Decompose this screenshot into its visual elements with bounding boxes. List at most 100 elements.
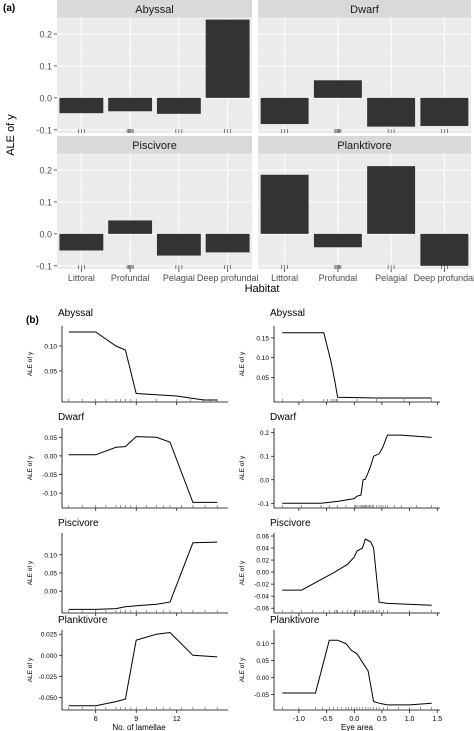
ale-eye-area-planktivore: Planktivore 0.10 0.05 0.00 -0.05 ALE of y -1.0… [239,615,442,731]
y-axis-label: ALE of y [27,351,34,376]
y-axis-label: ALE of y [27,657,34,682]
x-tick-label: 1.0 [405,716,415,723]
facet-piscivore: Piscivore -0.1 0.0 0.1 0.2 Littoral Profundal P… [36,136,258,283]
facet-strip [258,136,471,154]
facet-title: Abyssal [135,4,174,16]
facet-abyssal: Abyssal -0.1 0.0 0.1 0.2 [36,0,252,135]
x-tick-label: Pelagial [163,273,195,283]
y-tick-label: -0.05 [42,472,57,479]
ale-line [282,538,432,606]
ale-no-of-lamellae-piscivore: Piscivore 0.10 0.05 0.00 ALE of y [27,518,228,616]
y-tick-label: 0.1 [39,61,52,71]
facet-strip [57,0,252,18]
y-tick-label: 0.025 [41,632,58,639]
facet-strip [57,136,252,154]
panel-a-habitat-bars: Abyssal -0.1 0.0 0.1 0.2 Dwarf Piscivore -0.1 0.… [5,0,474,295]
x-tick-label: Pelagial [375,273,407,283]
panel-b-ale-lines: Abyssal 0.10 0.05 ALE of y Dwarf 0.05 0.00 -0.0… [27,308,442,731]
bar-deep-profundal [205,233,250,253]
ale-line [68,436,218,503]
y-tick-label: 0.00 [256,570,269,577]
bar-deep-profundal [420,97,469,126]
x-tick-label: Littoral [271,273,298,283]
y-tick-label: 0.04 [256,546,269,553]
y-tick-label: -0.1 [258,501,270,508]
y-tick-label: 0.05 [256,658,269,665]
ale-line [68,331,218,401]
bar-pelagial [367,166,416,234]
bar-profundal [108,220,153,234]
y-tick-label: 0.05 [44,435,57,442]
y-axis-label: ALE of y [239,657,246,682]
y-tick-label: 0.00 [44,453,57,460]
x-tick-label: 9 [134,716,138,723]
facet-title: Dwarf [350,4,380,16]
y-tick-label: -0.050 [39,695,58,702]
y-tick-label: 0.05 [44,369,57,376]
bar-pelagial [156,233,201,256]
x-axis-label: Habitat [245,283,280,295]
y-axis-label: ALE of y [5,114,17,156]
x-tick-label: Deep profundal [414,273,474,283]
x-tick-label: Deep profundal [197,273,259,283]
y-tick-label: 0.00 [256,675,269,682]
y-tick-label: 0.0 [39,93,52,103]
bar-deep-profundal [420,233,469,266]
y-tick-label: -0.10 [42,491,57,498]
y-axis-label: ALE of y [27,455,34,480]
facet-title: Planktivore [337,140,391,152]
y-axis-label: ALE of y [239,351,246,376]
y-tick-label: 0.10 [44,552,57,559]
facet-title: Dwarf [270,412,296,423]
y-tick-label: 0.10 [44,344,57,351]
x-tick-label: 0.5 [377,716,387,723]
ale-line [282,639,432,706]
y-tick-label: -0.1 [36,125,52,135]
y-tick-label: 0.10 [256,355,269,362]
y-tick-label: 0.0 [39,229,52,239]
bar-deep-profundal [205,19,250,98]
bar-pelagial [367,97,416,127]
y-tick-label: 0.06 [256,534,269,541]
facet-title: Piscivore [270,518,311,529]
y-tick-label: 0.10 [256,641,269,648]
facet-title: Piscivore [58,518,99,529]
ale-line [68,541,218,610]
ale-no-of-lamellae-abyssal: Abyssal 0.10 0.05 ALE of y [27,308,228,405]
x-tick-label: 0.0 [349,716,359,723]
x-tick-label: Profundal [111,273,150,283]
ale-line [282,434,432,504]
y-tick-label: 0.00 [44,589,57,596]
y-tick-label: -0.05 [254,692,269,699]
y-tick-label: 0.0 [260,477,269,484]
facet-title: Abyssal [58,308,93,319]
x-tick-label: 12 [173,716,181,723]
facet-title: Planktivore [58,615,108,626]
facet-title: Planktivore [270,615,320,626]
facet-title: Piscivore [132,140,177,152]
facet-strip [258,0,471,18]
x-tick-label: -0.5 [321,716,333,723]
y-tick-label: 0.2 [260,430,269,437]
y-tick-label: 0.05 [44,571,57,578]
y-tick-label: 0.1 [260,454,269,461]
bar-littoral [260,97,309,125]
x-tick-label: 1.5 [432,716,442,723]
bar-littoral [260,174,309,234]
y-tick-label: 0.15 [256,335,269,342]
y-tick-label: -0.1 [36,261,52,271]
facet-planktivore: Planktivore Littoral Profundal Pelagial Deep… [258,136,474,283]
y-tick-label: -0.02 [254,582,269,589]
panel-label-a: (a) [3,3,15,14]
facet-title: Dwarf [58,412,84,423]
facet-dwarf: Dwarf [258,0,471,133]
bar-littoral [59,233,104,251]
y-tick-label: -0.025 [39,674,58,681]
ale-no-of-lamellae-dwarf: Dwarf 0.05 0.00 -0.05 -0.10 ALE of y [27,412,228,511]
y-axis-label: ALE of y [239,455,246,480]
facet-title: Abyssal [270,308,305,319]
x-tick-label: 6 [94,716,98,723]
